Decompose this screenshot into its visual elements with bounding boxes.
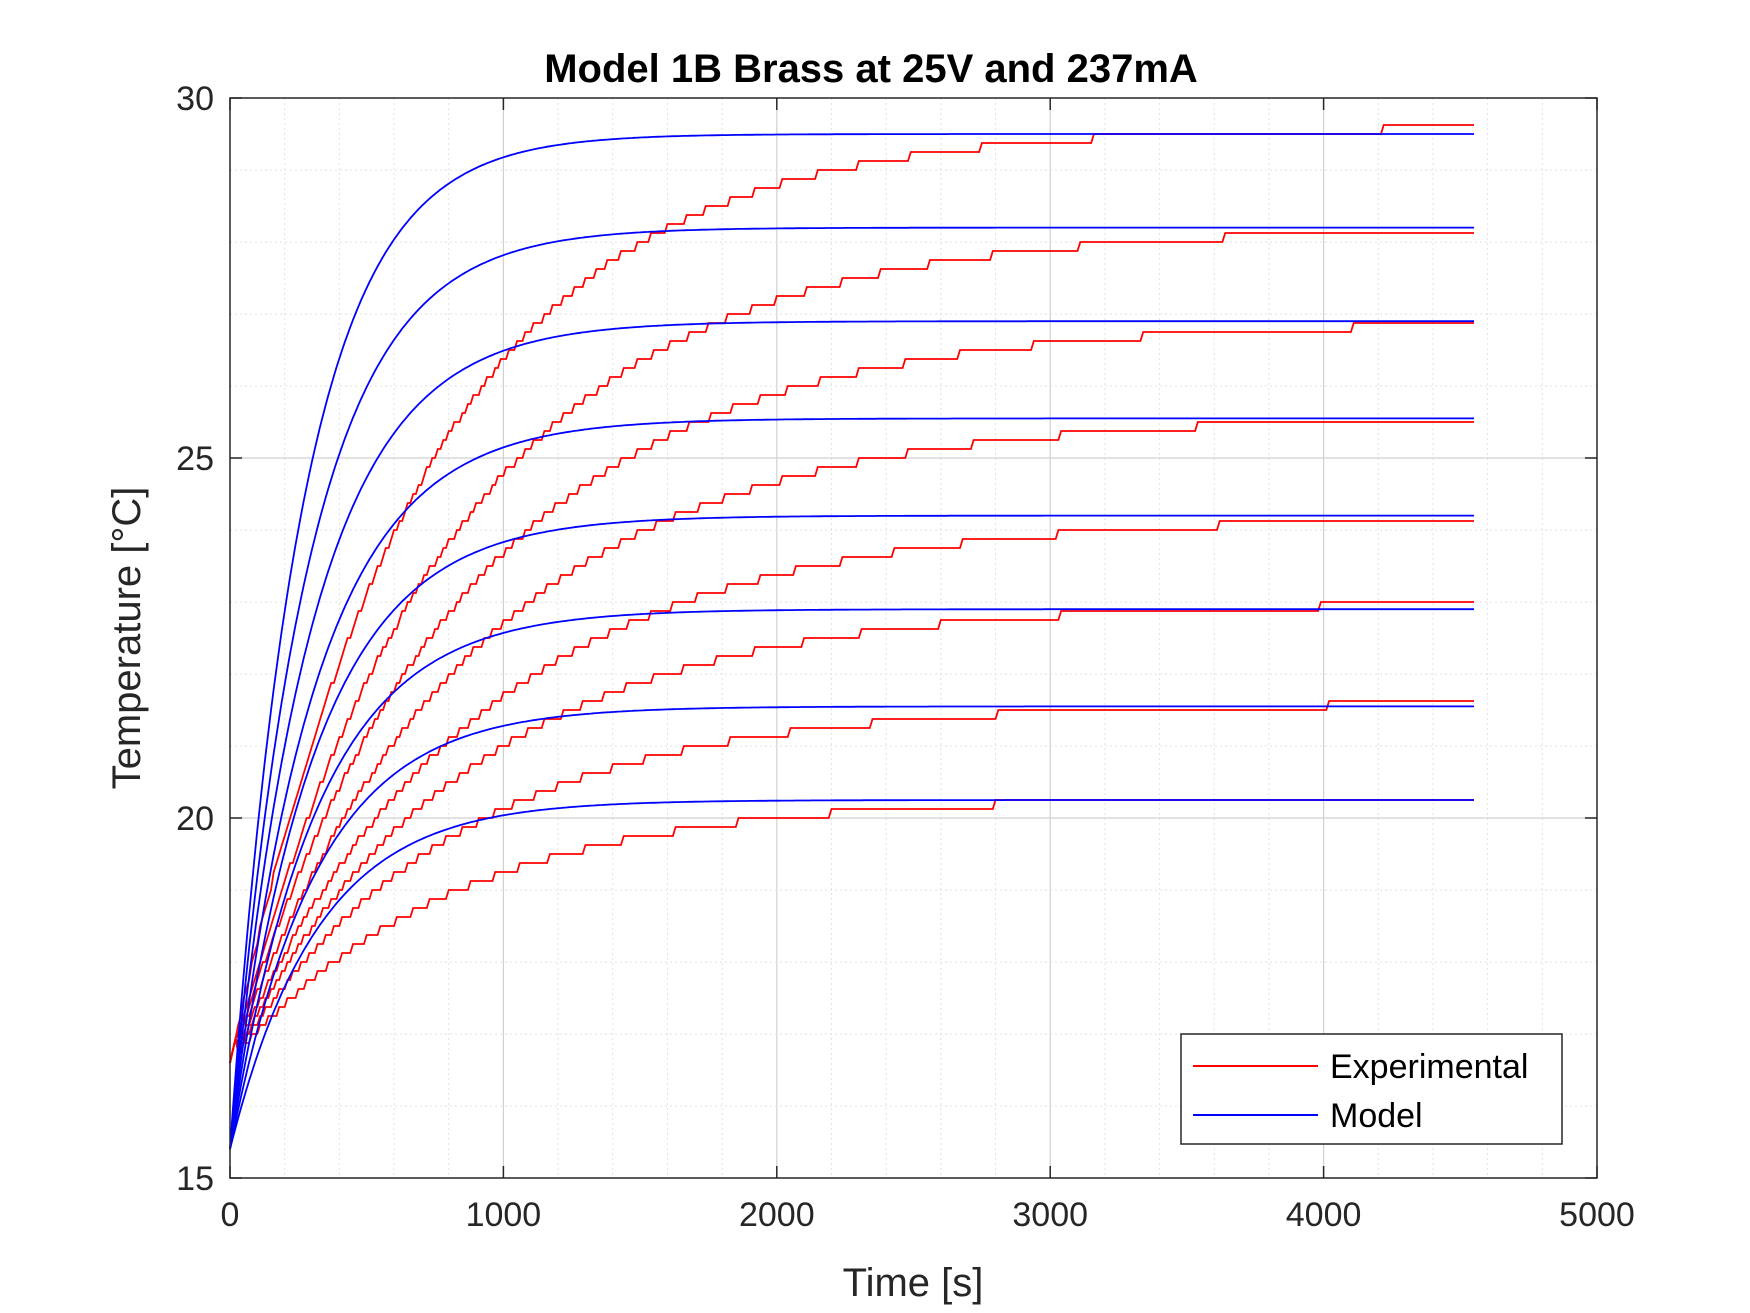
grid	[230, 98, 1597, 1178]
x-tick-label: 5000	[1559, 1196, 1635, 1234]
x-tick-label: 4000	[1286, 1196, 1362, 1234]
experimental-series-line	[229, 421, 1474, 1063]
chart-title: Model 1B Brass at 25V and 237mA	[544, 47, 1198, 91]
experimental-series-line	[229, 520, 1474, 1063]
model-series-line	[229, 705, 1474, 1150]
model-series-line	[229, 514, 1474, 1150]
legend-label-model: Model	[1330, 1097, 1423, 1135]
y-tick-label: 15	[176, 1160, 214, 1198]
x-tick-label: 3000	[1012, 1196, 1088, 1234]
plot-frame	[229, 97, 1598, 1179]
model-series-line	[229, 133, 1474, 1150]
tick-marks	[229, 97, 1598, 1179]
y-tick-label: 25	[176, 440, 214, 478]
y-tick-labels: 15 20 25 30	[176, 80, 214, 1198]
series-layer	[229, 124, 1474, 1150]
legend-label-experimental: Experimental	[1330, 1048, 1528, 1086]
legend-box	[1180, 1033, 1563, 1145]
x-axis-label: Time [s]	[843, 1261, 984, 1305]
y-tick-label: 30	[176, 80, 214, 118]
model-series-line	[229, 799, 1474, 1150]
experimental-series-line	[229, 700, 1474, 1063]
y-axis-label: Temperature [°C]	[105, 487, 149, 790]
x-tick-label: 0	[221, 1196, 240, 1234]
experimental-series-line	[229, 232, 1474, 1063]
model-series-line	[229, 417, 1474, 1150]
model-series-line	[229, 226, 1474, 1150]
experimental-series-line	[229, 601, 1474, 1063]
y-tick-label: 20	[176, 800, 214, 838]
legend: Experimental Model	[1180, 1033, 1563, 1145]
experimental-series-line	[229, 124, 1474, 1063]
x-tick-label: 1000	[466, 1196, 542, 1234]
experimental-series-line	[229, 799, 1474, 1063]
experimental-series-line	[229, 322, 1474, 1063]
x-tick-label: 2000	[739, 1196, 815, 1234]
x-tick-labels: 0 1000 2000 3000 4000 5000	[221, 1196, 1635, 1234]
model-series-line	[229, 320, 1474, 1150]
model-series-line	[229, 608, 1474, 1150]
